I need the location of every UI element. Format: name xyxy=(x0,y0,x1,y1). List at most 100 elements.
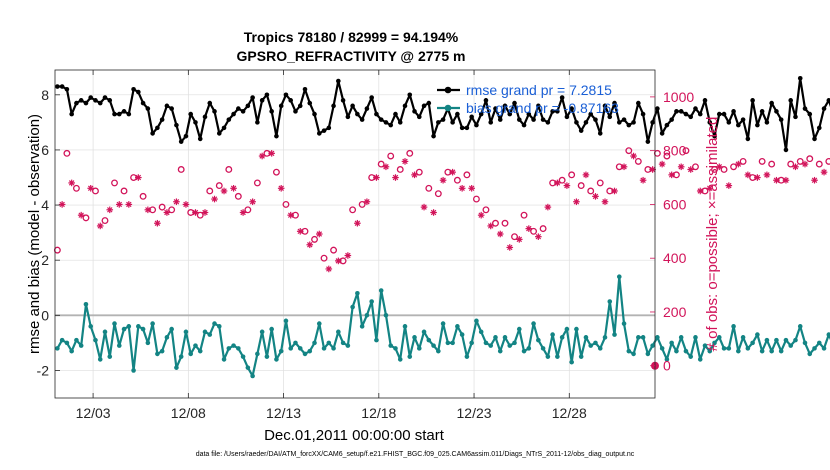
series-point xyxy=(507,111,513,117)
series-point xyxy=(245,103,251,109)
obs-assimilated-stroke xyxy=(516,236,523,243)
series-point xyxy=(588,343,594,348)
obs-possible-marker xyxy=(768,160,776,168)
legend-bias-label: bias grand pr = -0.87163 xyxy=(466,100,619,116)
series-point xyxy=(645,139,651,144)
series-point xyxy=(636,335,641,340)
series-point xyxy=(759,109,765,114)
series-point xyxy=(188,111,194,117)
obs-possible-marker xyxy=(758,157,766,165)
obs-assimilated-marker xyxy=(344,252,352,259)
series-point xyxy=(236,346,241,351)
obs-assimilated-marker xyxy=(620,163,628,171)
series-point xyxy=(64,340,70,346)
series-point xyxy=(664,357,670,362)
obs-assimilated-marker xyxy=(230,184,237,192)
obs-assimilated-stroke xyxy=(326,266,332,272)
series-point xyxy=(497,348,503,354)
series-point xyxy=(126,111,132,117)
obs-assimilated-stroke xyxy=(507,244,513,251)
series-point xyxy=(659,131,665,136)
series-point xyxy=(431,343,436,348)
obs-assimilated-stroke xyxy=(316,231,323,237)
series-point xyxy=(207,100,213,106)
series-point xyxy=(759,348,765,354)
series-point xyxy=(321,128,327,133)
obs-assimilated-marker xyxy=(363,198,371,206)
series-point xyxy=(712,133,717,139)
series-point xyxy=(150,321,155,326)
series-point xyxy=(140,326,146,332)
series-point xyxy=(402,324,408,329)
obs-assimilated-stroke xyxy=(535,233,542,240)
series-point xyxy=(521,122,527,128)
obs-assimilated-marker xyxy=(811,176,818,184)
series-point xyxy=(293,109,298,114)
series-point xyxy=(216,324,222,329)
series-point xyxy=(264,354,270,359)
series-point xyxy=(83,301,89,307)
series-point xyxy=(450,340,455,346)
series-point xyxy=(521,348,527,354)
series-point xyxy=(183,133,189,139)
series-point xyxy=(574,326,579,332)
obs-possible-marker xyxy=(225,166,233,173)
legend-bias-marker xyxy=(444,104,452,112)
series-point xyxy=(121,326,127,332)
obs-assimilated-marker xyxy=(735,160,742,168)
series-point xyxy=(369,95,374,100)
series-point xyxy=(69,348,74,354)
series-point xyxy=(607,114,613,120)
obs-possible-marker xyxy=(720,166,728,173)
series-point xyxy=(102,329,108,335)
obs-assimilated-marker xyxy=(658,160,666,168)
series-point xyxy=(126,324,132,329)
obs-assimilated-marker xyxy=(611,187,618,195)
series-point xyxy=(145,340,151,346)
obs-assimilated-marker xyxy=(639,176,647,184)
series-point xyxy=(536,337,541,343)
obs-assimilated-stroke xyxy=(811,177,818,183)
series-point xyxy=(802,106,808,111)
series-point xyxy=(436,120,441,125)
obs-assimilated-marker xyxy=(582,171,590,179)
series-point xyxy=(345,343,351,348)
series-point xyxy=(231,343,236,348)
series-point xyxy=(764,337,770,343)
series-point xyxy=(202,329,208,335)
y-right-tick-label: 400 xyxy=(663,250,687,266)
obs-assimilated-stroke xyxy=(373,174,380,181)
obs-assimilated-marker xyxy=(296,228,304,235)
series-point xyxy=(726,120,732,125)
obs-assimilated-stroke xyxy=(707,185,713,192)
series-point xyxy=(269,326,274,332)
obs-possible-marker xyxy=(168,206,176,214)
series-point xyxy=(359,324,365,329)
obs-assimilated-stroke xyxy=(268,150,275,157)
series-point xyxy=(555,109,560,114)
series-point xyxy=(459,125,465,131)
obs-possible-marker xyxy=(101,217,109,225)
series-point xyxy=(193,343,198,348)
chart-subtitle: GPSRO_REFRACTIVITY @ 2775 m xyxy=(237,48,466,64)
series-point xyxy=(55,346,60,351)
series-point xyxy=(597,346,603,351)
obs-assimilated-stroke xyxy=(668,172,675,178)
series-point xyxy=(155,125,160,131)
obs-assimilated-marker xyxy=(96,222,104,230)
series-point xyxy=(250,95,255,100)
obs-possible-marker xyxy=(406,149,414,157)
obs-assimilated-stroke xyxy=(354,220,361,226)
obs-assimilated-stroke xyxy=(468,185,475,192)
series-point xyxy=(236,106,241,111)
rmse-series xyxy=(55,75,830,153)
series-point xyxy=(59,337,65,343)
obs-possible-marker xyxy=(825,157,830,165)
obs-assimilated-stroke xyxy=(164,209,170,216)
series-point xyxy=(226,117,232,122)
series-point xyxy=(807,111,813,117)
series-point xyxy=(78,98,84,103)
obs-assimilated-marker xyxy=(392,174,399,181)
obs-assimilated-stroke xyxy=(640,177,646,183)
